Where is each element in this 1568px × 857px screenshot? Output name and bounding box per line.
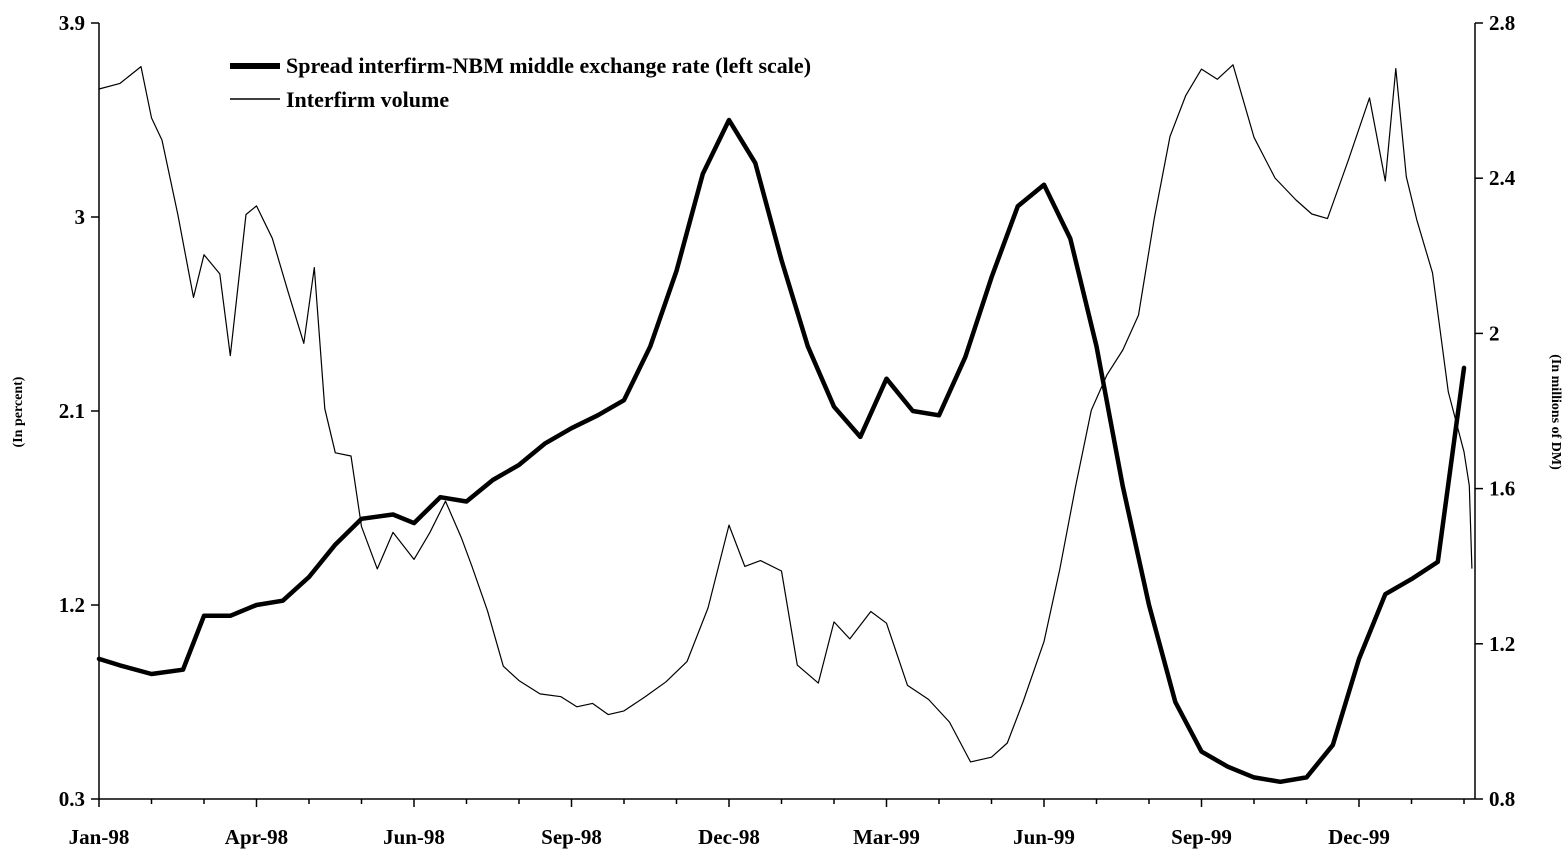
series-layer	[96, 64, 1473, 785]
x-tick-label: Apr-98	[225, 825, 288, 849]
x-tick-label: Sep-99	[1171, 825, 1232, 849]
right-tick-label: 2.8	[1489, 11, 1515, 35]
series-line-volume	[98, 64, 1473, 763]
legend: Spread interfirm-NBM middle exchange rat…	[230, 53, 811, 112]
x-tick-label: Jun-99	[1013, 825, 1075, 849]
right-tick-label: 2.4	[1489, 166, 1516, 190]
left-tick-label: 0.3	[59, 787, 85, 811]
axes	[98, 23, 1476, 800]
x-tick-label: Mar-99	[853, 825, 920, 849]
series-line-spread	[96, 117, 1467, 785]
left-tick-label: 3.9	[59, 11, 85, 35]
right-axis-label: (In millions of DM)	[1548, 354, 1563, 470]
legend-label-volume: Interfirm volume	[286, 87, 449, 112]
left-tick-label: 2.1	[59, 399, 85, 423]
legend-label-spread: Spread interfirm-NBM middle exchange rat…	[286, 53, 811, 78]
left-axis-label: (In percent)	[11, 376, 26, 447]
x-tick-label: Sep-98	[541, 825, 602, 849]
right-tick-label: 0.8	[1489, 787, 1515, 811]
ticks: 0.3 1.2 2.1 3 3.9 0.8 1.2 1.6 2 2.4 2.8 Jan-98 Apr-9…	[59, 11, 1516, 849]
x-tick-label: Dec-99	[1328, 825, 1390, 849]
x-tick-label: Jun-98	[383, 825, 445, 849]
left-tick-label: 1.2	[59, 593, 85, 617]
right-tick-label: 2	[1489, 321, 1500, 345]
left-tick-label: 3	[75, 205, 86, 229]
x-tick-label: Jan-98	[69, 825, 130, 849]
right-tick-label: 1.6	[1489, 477, 1515, 501]
right-tick-label: 1.2	[1489, 632, 1515, 656]
x-tick-label: Dec-98	[698, 825, 760, 849]
